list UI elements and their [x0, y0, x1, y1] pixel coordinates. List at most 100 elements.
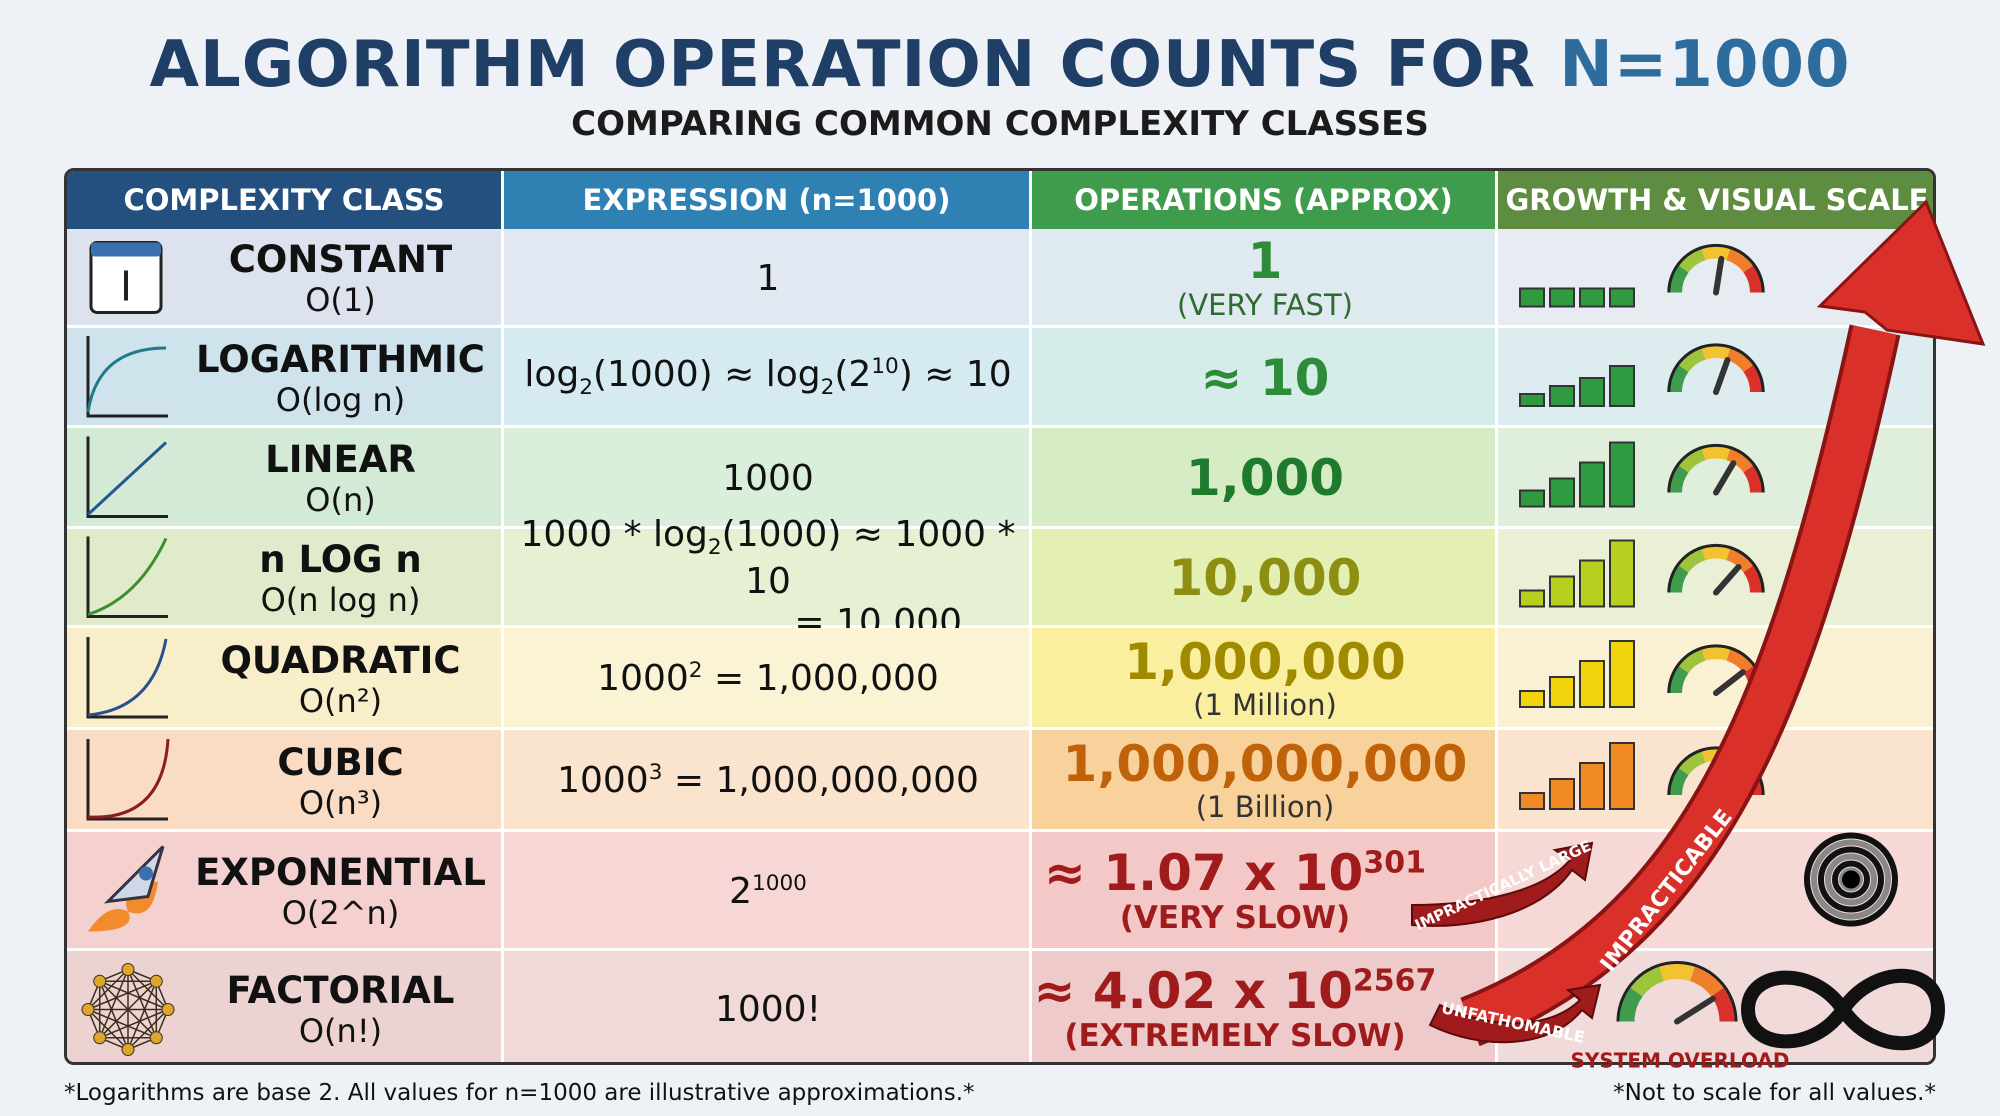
table: COMPLEXITY CLASS EXPRESSION (n=1000) OPERA… — [64, 168, 1936, 1065]
expression-line: 1000 * log2(1000) ≈ 1000 * 10 — [504, 514, 1032, 602]
icon-curve — [86, 441, 168, 516]
cell-background — [504, 832, 1032, 951]
icon — [161, 1003, 175, 1016]
operations-cell: 1,000,000,000 (1 Billion) — [1032, 730, 1498, 832]
class-cell: QUADRATIC O(n²) — [177, 628, 504, 730]
class-notation: O(1) — [305, 281, 376, 319]
scale-bar — [1579, 660, 1605, 708]
scale-bar — [1519, 690, 1545, 708]
expression-line: 21000 — [729, 871, 807, 912]
gauge-needle — [1713, 460, 1737, 496]
class-notation: O(n log n) — [260, 581, 421, 619]
icon — [99, 980, 157, 1039]
cell-background — [67, 951, 504, 1062]
operations-value: 1,000,000 — [1124, 636, 1406, 689]
annotation-arrow — [1428, 983, 1602, 1044]
text-segment: 1000! — [714, 988, 822, 1030]
gauge-arc — [1659, 964, 1695, 982]
cell-background — [504, 328, 1032, 428]
icon — [86, 536, 168, 618]
expression-line: 1 — [757, 258, 780, 299]
class-cell: LOGARITHMIC O(log n) — [177, 328, 504, 428]
title-highlight: N=1000 — [1559, 28, 1851, 102]
scale-bar — [1519, 287, 1545, 308]
scale-bar — [1549, 287, 1575, 308]
expression-cell: 1000! — [504, 951, 1032, 1062]
gauge-arc — [1670, 565, 1689, 593]
expression-cell: 10003 = 1,000,000,000 — [504, 730, 1032, 832]
cell-background — [67, 328, 504, 428]
cell-background — [1032, 628, 1498, 730]
operations-value: 10,000 — [1169, 552, 1362, 605]
class-notation: O(log n) — [275, 380, 406, 419]
class-cell: n LOG n O(n log n) — [177, 529, 504, 628]
text-segment: 3 — [648, 760, 663, 786]
expression-cell: 10002 = 1,000,000 — [504, 628, 1032, 730]
operations-value: ≈ 1.07 x 10301 — [1044, 847, 1426, 900]
text-segment: 2 — [820, 375, 835, 401]
gauge-arc — [1743, 364, 1762, 393]
gauge-arc — [1743, 465, 1762, 493]
expression-line: 10002 = 1,000,000 — [597, 658, 939, 699]
cell-background — [1032, 529, 1498, 628]
icon — [93, 974, 107, 988]
gauge-arc — [1701, 546, 1731, 561]
text-segment: ≈ 1.07 x 10 — [1044, 844, 1364, 903]
text-segment: 1000 * log — [520, 513, 708, 555]
icon-curve — [87, 638, 168, 717]
operations-cell: 10,000 — [1032, 529, 1498, 628]
cell-background — [67, 730, 504, 832]
scale-bar — [1609, 742, 1635, 810]
icon — [81, 1003, 95, 1016]
infinity — [1740, 968, 1946, 1051]
cell-background — [504, 628, 1032, 730]
gauge-needle — [1713, 563, 1742, 596]
black-hole — [1842, 870, 1860, 889]
text-segment: 2 — [707, 534, 722, 560]
gauge-arc — [1678, 248, 1706, 273]
subtitle: COMPARING COMMON COMPLEXITY CLASSES — [571, 104, 1429, 144]
column-header: OPERATIONS (APPROX) — [1032, 171, 1498, 229]
class-cell: CONSTANT O(1) — [177, 229, 504, 328]
class-notation: O(n) — [305, 481, 376, 519]
class-cell: CUBIC O(n³) — [177, 730, 504, 832]
text-segment: 1 — [756, 257, 780, 299]
cell-background — [504, 428, 1032, 529]
icon — [86, 739, 168, 821]
icon — [86, 436, 168, 518]
text-segment: 1,000,000 — [1124, 632, 1406, 691]
text-segment: 2 — [729, 870, 752, 912]
cell-background — [1032, 428, 1498, 529]
operations-cell: ≈ 4.02 x 102567 (EXTREMELY SLOW) — [1032, 951, 1498, 1062]
scale-bar — [1609, 640, 1635, 708]
cell-background — [1032, 328, 1498, 428]
cell-background — [504, 229, 1032, 328]
gauge-arc — [1701, 647, 1731, 661]
class-cell: EXPONENTIAL O(2^n) — [177, 832, 504, 951]
gauge-outline — [1667, 543, 1765, 593]
gauge-arc — [1726, 649, 1754, 674]
text-segment: 2 — [579, 375, 593, 401]
cell-background — [1032, 951, 1498, 1062]
class-name: QUADRATIC — [220, 638, 461, 682]
scale-bar — [1519, 792, 1545, 810]
gauge-arc — [1670, 265, 1689, 293]
scale-bar — [1579, 461, 1605, 508]
gauge-arc — [1678, 548, 1706, 573]
operations-note: (VERY FAST) — [1177, 287, 1353, 322]
gauge-outline — [1667, 443, 1765, 493]
gauge-arc — [1726, 448, 1754, 473]
gauge-outline — [1667, 343, 1765, 393]
growth-arrow — [1461, 325, 1897, 1043]
text-segment: 2 — [688, 658, 703, 684]
scale-bar — [1519, 589, 1545, 608]
text-segment: log — [524, 354, 580, 396]
scale-bar — [1519, 393, 1545, 407]
operations-cell: 1,000,000 (1 Million) — [1032, 628, 1498, 730]
operations-cell: 1 (VERY FAST) — [1032, 229, 1498, 328]
class-name: n LOG n — [259, 538, 422, 581]
gauge-outline — [1616, 961, 1738, 1022]
scale-bar — [1579, 287, 1605, 308]
gauge-arc — [1689, 966, 1724, 997]
